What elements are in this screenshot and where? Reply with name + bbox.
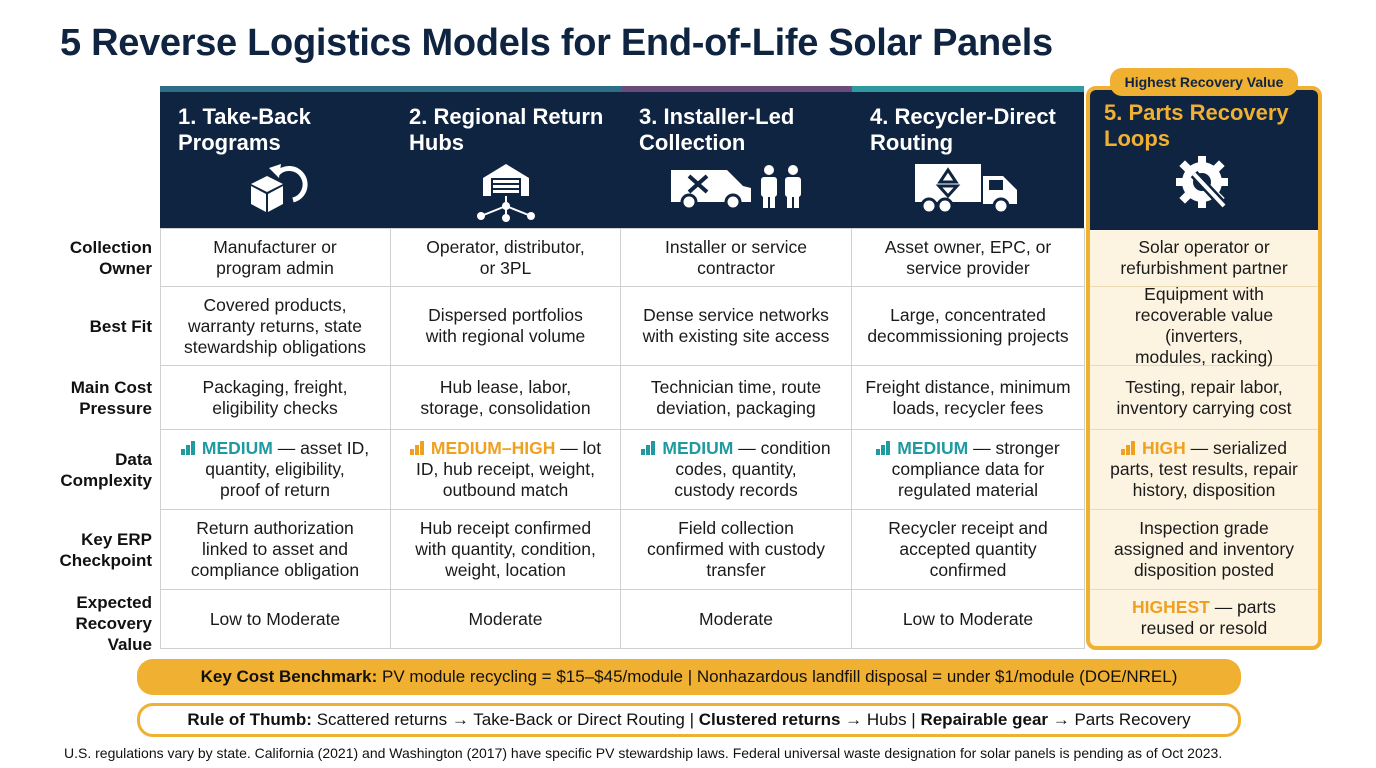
column-header-take-back: 1. Take-Back Programs: [160, 86, 391, 228]
row-label-key-erp-checkpoint: Key ERP Checkpoint: [59, 530, 152, 570]
cell-cost-pressure-3: Technician time, route deviation, packag…: [621, 366, 852, 430]
cell-best-fit-2: Dispersed portfolios with regional volum…: [391, 287, 621, 366]
column-title: 3. Installer-Led Collection: [639, 104, 795, 155]
cell-erp-checkpoint-2: Hub receipt confirmed with quantity, con…: [391, 510, 621, 590]
cell-collection-owner-1: Manufacturer or program admin: [160, 229, 391, 287]
cell-data-complexity-5: HIGH — serialized parts, test results, r…: [1090, 430, 1318, 510]
van-technicians-icon: [667, 160, 807, 215]
cell-recovery-value-4: Low to Moderate: [852, 590, 1085, 649]
complexity-detail: — serialized parts, test results, repair…: [1110, 438, 1298, 500]
complexity-level: MEDIUM: [201, 438, 273, 458]
column-header-installer-led: 3. Installer-Led Collection: [621, 86, 852, 228]
complexity-level: MEDIUM: [897, 438, 969, 458]
signal-bars-icon: [641, 441, 656, 455]
cell-collection-owner-5: Solar operator or refurbishment partner: [1090, 229, 1318, 287]
box-return-icon: [241, 160, 311, 221]
cell-collection-owner-4: Asset owner, EPC, or service provider: [852, 229, 1085, 287]
row-label-collection-owner: Collection Owner: [69, 238, 152, 278]
rule-bold-2: Clustered returns: [698, 710, 841, 729]
cell-best-fit-1: Covered products, warranty returns, stat…: [160, 287, 391, 366]
complexity-level: MEDIUM: [662, 438, 734, 458]
cell-recovery-value-1: Low to Moderate: [160, 590, 391, 649]
rule-bold-3: Repairable gear: [920, 710, 1049, 729]
complexity-detail: — stronger compliance data for regulated…: [891, 438, 1060, 500]
cell-recovery-value-5: HIGHEST — parts reused or resold: [1090, 590, 1318, 646]
column-title: 2. Regional Return Hubs: [409, 104, 604, 155]
cell-collection-owner-2: Operator, distributor, or 3PL: [391, 229, 621, 287]
cell-erp-checkpoint-3: Field collection confirmed with custody …: [621, 510, 852, 590]
cell-data-complexity-4: MEDIUM — stronger compliance data for re…: [852, 430, 1085, 510]
cell-erp-checkpoint-5: Inspection grade assigned and inventory …: [1090, 510, 1318, 590]
warehouse-hub-icon: [471, 160, 541, 227]
signal-bars-icon: [1121, 441, 1136, 455]
footnote: U.S. regulations vary by state. Californ…: [64, 745, 1223, 761]
column-header-regional-hubs: 2. Regional Return Hubs: [391, 86, 621, 228]
rule-text-3: → Parts Recovery: [1048, 710, 1191, 729]
column-title: 5. Parts Recovery Loops: [1104, 100, 1289, 151]
table-grid: [160, 228, 1085, 649]
column-header-recycler-direct: 4. Recycler-Direct Routing: [852, 86, 1084, 228]
cell-cost-pressure-5: Testing, repair labor, inventory carryin…: [1090, 366, 1318, 430]
signal-bars-icon: [876, 441, 891, 455]
recycling-truck-icon: [913, 160, 1023, 221]
cell-cost-pressure-1: Packaging, freight, eligibility checks: [160, 366, 391, 430]
cell-data-complexity-3: MEDIUM — condition codes, quantity, cust…: [621, 430, 852, 510]
complexity-level: HIGH: [1142, 438, 1186, 458]
benchmark-label: Key Cost Benchmark:: [200, 667, 378, 686]
cell-best-fit-4: Large, concentrated decommissioning proj…: [852, 287, 1085, 366]
signal-bars-icon: [409, 441, 424, 455]
cell-erp-checkpoint-1: Return authorization linked to asset and…: [160, 510, 391, 590]
cell-recovery-value-2: Moderate: [391, 590, 621, 649]
signal-bars-icon: [180, 441, 195, 455]
cell-recovery-value-3: Moderate: [621, 590, 852, 649]
complexity-level: MEDIUM–HIGH: [430, 438, 556, 458]
cell-best-fit-5: Equipment with recoverable value (invert…: [1090, 284, 1318, 367]
cell-collection-owner-3: Installer or service contractor: [621, 229, 852, 287]
cell-erp-checkpoint-4: Recycler receipt and accepted quantity c…: [852, 510, 1085, 590]
cost-benchmark-banner: Key Cost Benchmark: PV module recycling …: [137, 659, 1241, 695]
complexity-detail: — condition codes, quantity, custody rec…: [674, 438, 831, 500]
column-header-parts-recovery: 5. Parts Recovery Loops: [1090, 90, 1318, 228]
cell-cost-pressure-2: Hub lease, labor, storage, consolidation: [391, 366, 621, 430]
cell-cost-pressure-4: Freight distance, minimum loads, recycle…: [852, 366, 1085, 430]
column-title: 1. Take-Back Programs: [178, 104, 311, 155]
cell-data-complexity-1: MEDIUM — asset ID, quantity, eligibility…: [160, 430, 391, 510]
rule-of-thumb-banner: Rule of Thumb: Scattered returns → Take-…: [137, 703, 1241, 737]
cell-data-complexity-2: MEDIUM–HIGH — lot ID, hub receipt, weigh…: [391, 430, 621, 510]
row-label-best-fit: Best Fit: [89, 316, 152, 336]
gear-wrench-icon: [1172, 154, 1236, 219]
page-title: 5 Reverse Logistics Models for End-of-Li…: [60, 22, 1053, 64]
column-title: 4. Recycler-Direct Routing: [870, 104, 1056, 155]
row-label-main-cost-pressure: Main Cost Pressure: [70, 378, 152, 418]
highest-level-label: HIGHEST: [1132, 597, 1210, 617]
rule-label: Rule of Thumb:: [187, 710, 312, 729]
cell-best-fit-3: Dense service networks with existing sit…: [621, 287, 852, 366]
complexity-detail: — asset ID, quantity, eligibility, proof…: [205, 438, 370, 500]
benchmark-text: PV module recycling = $15–$45/module | N…: [377, 667, 1178, 686]
highest-recovery-badge: Highest Recovery Value: [1110, 68, 1298, 96]
rule-text-2: → Hubs |: [840, 710, 921, 729]
rule-text-1: Scattered returns → Take-Back or Direct …: [311, 710, 699, 729]
row-label-data-complexity: Data Complexity: [60, 450, 152, 490]
highest-level-detail: — parts reused or resold: [1140, 597, 1276, 638]
complexity-detail: — lot ID, hub receipt, weight, outbound …: [416, 438, 602, 500]
row-label-expected-recovery-value: Expected Recovery Value: [75, 592, 152, 654]
